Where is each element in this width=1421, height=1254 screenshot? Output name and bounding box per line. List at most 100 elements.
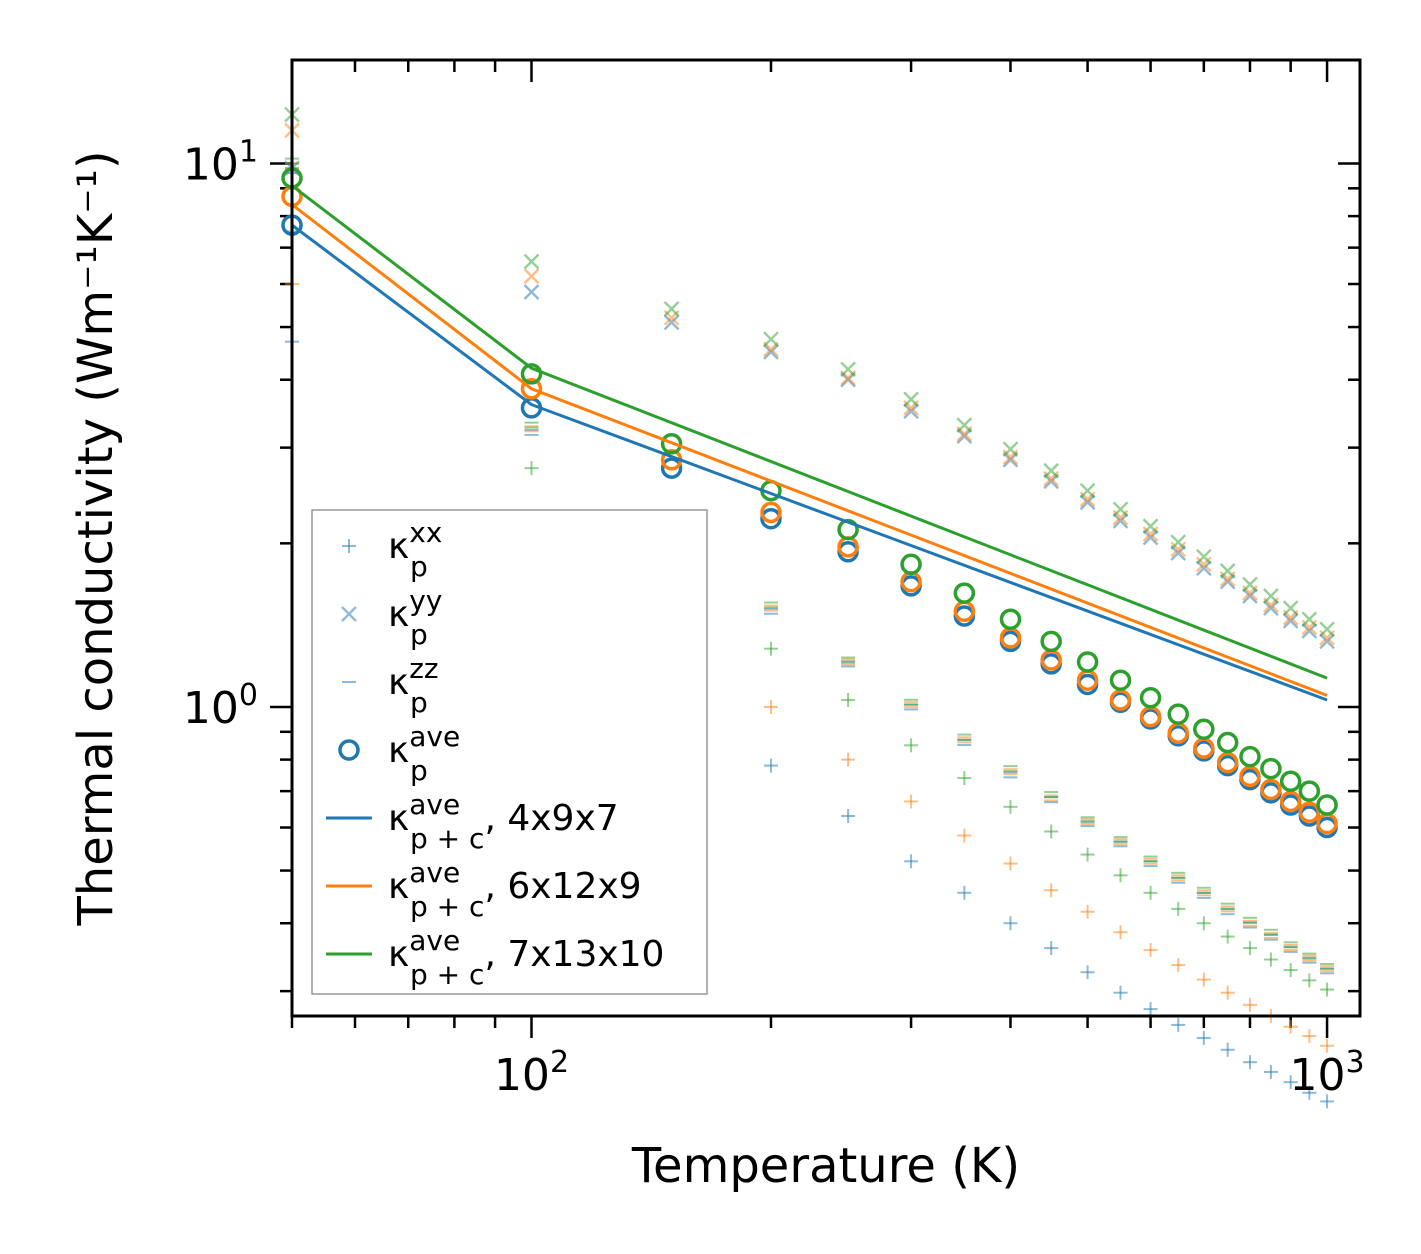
- ave-point: [1298, 780, 1321, 802]
- legend-entry: κzz p: [342, 652, 439, 719]
- x-tick-label: 102: [494, 1045, 569, 1101]
- plot-frame: [290, 58, 1362, 1018]
- yy-point: [1112, 501, 1129, 518]
- yy-point-stroke: [1282, 600, 1299, 616]
- yy-point-stroke: [1002, 441, 1019, 458]
- yy-point-stroke: [1112, 501, 1129, 518]
- ave-point: [660, 432, 683, 455]
- yy-point-stroke: [1142, 529, 1159, 546]
- yy-point: [523, 284, 540, 300]
- yy-point-stroke: [1170, 541, 1187, 558]
- yy-point: [1170, 541, 1187, 558]
- ave-point: [999, 608, 1022, 630]
- ave-point: [1216, 731, 1239, 754]
- y-axis-label: Thermal conductivity (Wm⁻¹K⁻¹): [68, 150, 124, 926]
- yy-point-stroke: [903, 391, 919, 408]
- legend-entry: κave p + c, 6x12x9: [326, 856, 642, 923]
- ave-point: [1139, 686, 1162, 709]
- ave-point: [760, 507, 782, 530]
- yy-point: [903, 391, 919, 408]
- yy-point-stroke: [1242, 588, 1258, 604]
- yy-point: [763, 344, 779, 360]
- x-tick-label: 103: [1290, 1045, 1365, 1101]
- yy-point-stroke: [1195, 548, 1212, 565]
- yy-point-stroke: [1079, 482, 1096, 499]
- ave-point: [1109, 669, 1132, 691]
- yy-point-stroke: [1301, 623, 1318, 639]
- ave-point: [1216, 751, 1239, 774]
- yy-point: [1319, 621, 1335, 638]
- yy-point: [1142, 529, 1159, 546]
- ave-point: [1239, 745, 1261, 768]
- yy-point: [1219, 562, 1236, 579]
- ave-point: [1040, 630, 1062, 653]
- yy-point: [956, 417, 973, 433]
- ave-point: [900, 553, 922, 576]
- yy-point: [1079, 494, 1096, 511]
- yy-point-stroke: [1079, 494, 1096, 511]
- yy-point-stroke: [903, 403, 919, 420]
- yy-point-stroke: [1142, 518, 1159, 535]
- ave-point: [760, 501, 782, 524]
- tick-labels: 102 103 100 101: [183, 134, 1365, 1101]
- yy-point: [663, 314, 680, 331]
- yy-point-stroke: [1242, 576, 1258, 593]
- yy-point: [1170, 534, 1187, 551]
- yy-point-stroke: [663, 314, 680, 331]
- legend-box: [311, 509, 708, 995]
- yy-point: [523, 253, 540, 270]
- series-line-ff7f0e: [291, 203, 1328, 697]
- ave-point: [520, 377, 543, 400]
- yy-point: [1301, 611, 1318, 628]
- ave-point: [1316, 794, 1338, 816]
- legend-label: κave p + c, 7x13x10: [388, 924, 664, 991]
- yy-point-stroke: [956, 417, 973, 433]
- series-yy-2ca02c: [284, 106, 1335, 638]
- legend-label: κxx p: [388, 516, 442, 583]
- ave-point: [1193, 718, 1215, 740]
- legend-circle-handle: [338, 739, 360, 761]
- legend-entry: κave p + c, 7x13x10: [326, 924, 664, 991]
- yy-point-stroke: [1195, 560, 1212, 577]
- yy-point: [763, 331, 779, 348]
- yy-point: [1282, 613, 1299, 629]
- series-line: [291, 223, 1328, 702]
- yy-point-stroke: [840, 361, 856, 378]
- yy-point-stroke: [1319, 621, 1335, 638]
- yy-point: [903, 403, 919, 420]
- yy-point-stroke: [523, 268, 540, 285]
- y-tick-label: 101: [183, 134, 258, 190]
- legend-entry: κave p: [338, 720, 460, 787]
- legend-label: κave p + c, 4x9x7: [388, 788, 619, 855]
- ave-point: [1076, 651, 1099, 673]
- yy-point: [1263, 600, 1279, 616]
- yy-point-stroke: [1219, 562, 1236, 579]
- yy-point: [1002, 441, 1019, 458]
- series-line-1f77b4: [291, 223, 1328, 702]
- ave-point: [520, 363, 543, 385]
- yy-point-stroke: [1170, 534, 1187, 551]
- legend-label: κave p + c, 6x12x9: [388, 856, 642, 923]
- ave-point: [660, 457, 683, 479]
- yy-point-stroke: [1043, 462, 1060, 479]
- minor-ticks: [280, 60, 1360, 1028]
- yy-point: [1195, 548, 1212, 565]
- series-xx-ff7f0e: [285, 277, 1335, 1053]
- yy-point: [1301, 623, 1318, 639]
- yy-point: [1319, 633, 1335, 650]
- yy-point-stroke: [1112, 512, 1129, 529]
- ave-point: [953, 582, 976, 604]
- yy-point-stroke: [1319, 633, 1335, 650]
- yy-point: [1263, 588, 1279, 604]
- yy-point-stroke: [523, 284, 540, 300]
- legend-label: κave p: [388, 720, 460, 787]
- yy-point: [523, 268, 540, 285]
- data-marks: [281, 106, 1338, 1109]
- ave-point: [1260, 757, 1282, 780]
- yy-point: [1079, 482, 1096, 499]
- ave-point: [1167, 703, 1189, 725]
- yy-point: [1142, 518, 1159, 535]
